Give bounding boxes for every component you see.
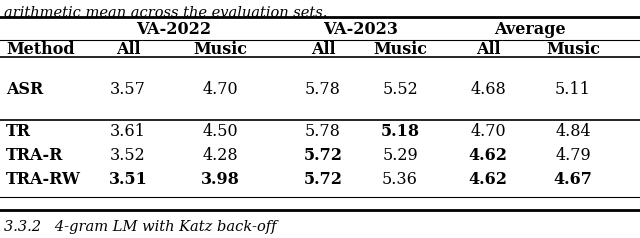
Text: 4.67: 4.67 (554, 170, 593, 188)
Text: 4.62: 4.62 (468, 170, 508, 188)
Text: Music: Music (546, 40, 600, 58)
Text: TR: TR (6, 123, 31, 139)
Text: Average: Average (494, 20, 566, 38)
Text: 4.84: 4.84 (555, 123, 591, 139)
Text: 3.51: 3.51 (109, 170, 147, 188)
Text: 3.98: 3.98 (200, 170, 239, 188)
Text: 3.57: 3.57 (110, 80, 146, 98)
Text: 5.29: 5.29 (382, 147, 418, 164)
Text: 4.50: 4.50 (202, 123, 238, 139)
Text: 5.72: 5.72 (303, 147, 342, 164)
Text: 5.11: 5.11 (555, 80, 591, 98)
Text: 3.61: 3.61 (110, 123, 146, 139)
Text: VA-2023: VA-2023 (324, 20, 399, 38)
Text: Music: Music (373, 40, 427, 58)
Text: VA-2022: VA-2022 (136, 20, 212, 38)
Text: 4.28: 4.28 (202, 147, 238, 164)
Text: 5.52: 5.52 (382, 80, 418, 98)
Text: 5.72: 5.72 (303, 170, 342, 188)
Text: All: All (116, 40, 140, 58)
Text: Method: Method (6, 40, 75, 58)
Text: TRA-R: TRA-R (6, 147, 63, 164)
Text: All: All (476, 40, 500, 58)
Text: 3.3.2   4-gram LM with Katz back-off: 3.3.2 4-gram LM with Katz back-off (4, 220, 276, 234)
Text: Music: Music (193, 40, 247, 58)
Text: 4.68: 4.68 (470, 80, 506, 98)
Text: 4.70: 4.70 (202, 80, 238, 98)
Text: 5.36: 5.36 (382, 170, 418, 188)
Text: 4.70: 4.70 (470, 123, 506, 139)
Text: 5.78: 5.78 (305, 123, 341, 139)
Text: 4.79: 4.79 (555, 147, 591, 164)
Text: TRA-RW: TRA-RW (6, 170, 81, 188)
Text: 4.62: 4.62 (468, 147, 508, 164)
Text: All: All (311, 40, 335, 58)
Text: ASR: ASR (6, 80, 44, 98)
Text: 3.52: 3.52 (110, 147, 146, 164)
Text: arithmetic mean across the evaluation sets.: arithmetic mean across the evaluation se… (4, 6, 328, 20)
Text: 5.78: 5.78 (305, 80, 341, 98)
Text: 5.18: 5.18 (380, 123, 420, 139)
